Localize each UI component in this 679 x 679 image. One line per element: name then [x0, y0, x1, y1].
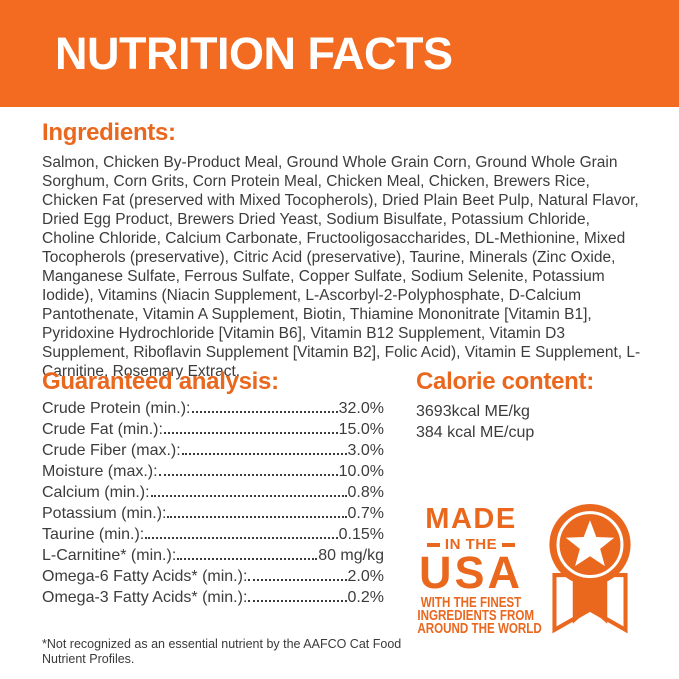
- analysis-row: Crude Fat (min.): 15.0%: [42, 421, 384, 442]
- ingredients-text: Salmon, Chicken By-Product Meal, Ground …: [42, 154, 641, 380]
- analysis-label: Omega-6 Fatty Acids* (min.):: [42, 568, 248, 585]
- analysis-row: Calcium (min.): 0.8%: [42, 484, 384, 505]
- dot-leader: [150, 495, 347, 497]
- analysis-label: Crude Protein (min.):: [42, 400, 191, 417]
- ingredients-heading: Ingredients:: [42, 119, 176, 146]
- analysis-value: 0.7%: [347, 505, 384, 522]
- analysis-label: L-Carnitine* (min.):: [42, 547, 177, 564]
- analysis-label: Omega-3 Fatty Acids* (min.):: [42, 589, 248, 606]
- usa-badge-sub2: INGREDIENTS FROM: [417, 608, 535, 624]
- analysis-row: Crude Fiber (max.): 3.0%: [42, 442, 384, 463]
- dot-leader: [167, 516, 347, 518]
- dot-leader: [248, 600, 347, 602]
- analysis-row: Moisture (max.): 10.0%: [42, 463, 384, 484]
- analysis-label: Crude Fat (min.):: [42, 421, 163, 438]
- analysis-value: 0.15%: [338, 526, 384, 543]
- analysis-label: Calcium (min.):: [42, 484, 150, 501]
- calorie-line-kg: 3693kcal ME/kg: [416, 403, 530, 420]
- made-in-usa-badge: MADE IN THE USA WITH THE FINEST INGREDIE…: [404, 504, 644, 654]
- calorie-line-cup: 384 kcal ME/cup: [416, 424, 535, 441]
- usa-badge-inthe: IN THE: [404, 536, 538, 553]
- guaranteed-analysis-heading: Guaranteed analysis:: [42, 368, 279, 395]
- footnote: *Not recognized as an essential nutrient…: [42, 637, 402, 666]
- usa-badge-sub3: AROUND THE WORLD: [417, 621, 542, 637]
- dot-leader: [177, 558, 318, 560]
- analysis-row: Omega-6 Fatty Acids* (min.): 2.0%: [42, 568, 384, 589]
- calorie-content-lines: 3693kcal ME/kg 384 kcal ME/cup: [416, 401, 534, 443]
- usa-badge-inthe-label: IN THE: [444, 536, 498, 553]
- analysis-row: Potassium (min.): 0.7%: [42, 505, 384, 526]
- analysis-value: 32.0%: [338, 400, 384, 417]
- header-band: NUTRITION FACTS: [0, 0, 679, 107]
- made-in-usa-text: MADE IN THE USA WITH THE FINEST INGREDIE…: [404, 503, 542, 637]
- analysis-row: Crude Protein (min.): 32.0%: [42, 400, 384, 421]
- dot-leader: [163, 432, 338, 434]
- analysis-value: 10.0%: [338, 463, 384, 480]
- usa-badge-usa: USA: [418, 547, 523, 598]
- analysis-row: Taurine (min.): 0.15%: [42, 526, 384, 547]
- dash-left: [426, 542, 440, 547]
- dot-leader: [181, 453, 347, 455]
- guaranteed-analysis-list: Crude Protein (min.): 32.0% Crude Fat (m…: [42, 400, 384, 610]
- analysis-row: L-Carnitine* (min.): 80 mg/kg: [42, 547, 384, 568]
- medal-star-ribbon-icon: [549, 504, 631, 634]
- calorie-content-heading: Calorie content:: [416, 368, 594, 395]
- analysis-label: Moisture (max.):: [42, 463, 158, 480]
- analysis-value: 80 mg/kg: [318, 547, 384, 564]
- dot-leader: [158, 474, 338, 476]
- analysis-label: Taurine (min.):: [42, 526, 145, 543]
- dot-leader: [191, 411, 338, 413]
- usa-badge-made: MADE: [425, 503, 517, 535]
- analysis-value: 0.2%: [347, 589, 384, 606]
- dot-leader: [145, 537, 338, 539]
- analysis-value: 15.0%: [338, 421, 384, 438]
- usa-badge-sub1: WITH THE FINEST: [420, 595, 522, 611]
- usa-badge-subtext: WITH THE FINEST INGREDIENTS FROM AROUND …: [404, 595, 542, 637]
- analysis-value: 2.0%: [347, 568, 384, 585]
- analysis-row: Omega-3 Fatty Acids* (min.): 0.2%: [42, 589, 384, 610]
- dot-leader: [248, 579, 347, 581]
- analysis-label: Potassium (min.):: [42, 505, 167, 522]
- page-title: NUTRITION FACTS: [55, 27, 453, 79]
- analysis-value: 0.8%: [347, 484, 384, 501]
- dash-right: [502, 542, 516, 547]
- analysis-label: Crude Fiber (max.):: [42, 442, 181, 459]
- analysis-value: 3.0%: [347, 442, 384, 459]
